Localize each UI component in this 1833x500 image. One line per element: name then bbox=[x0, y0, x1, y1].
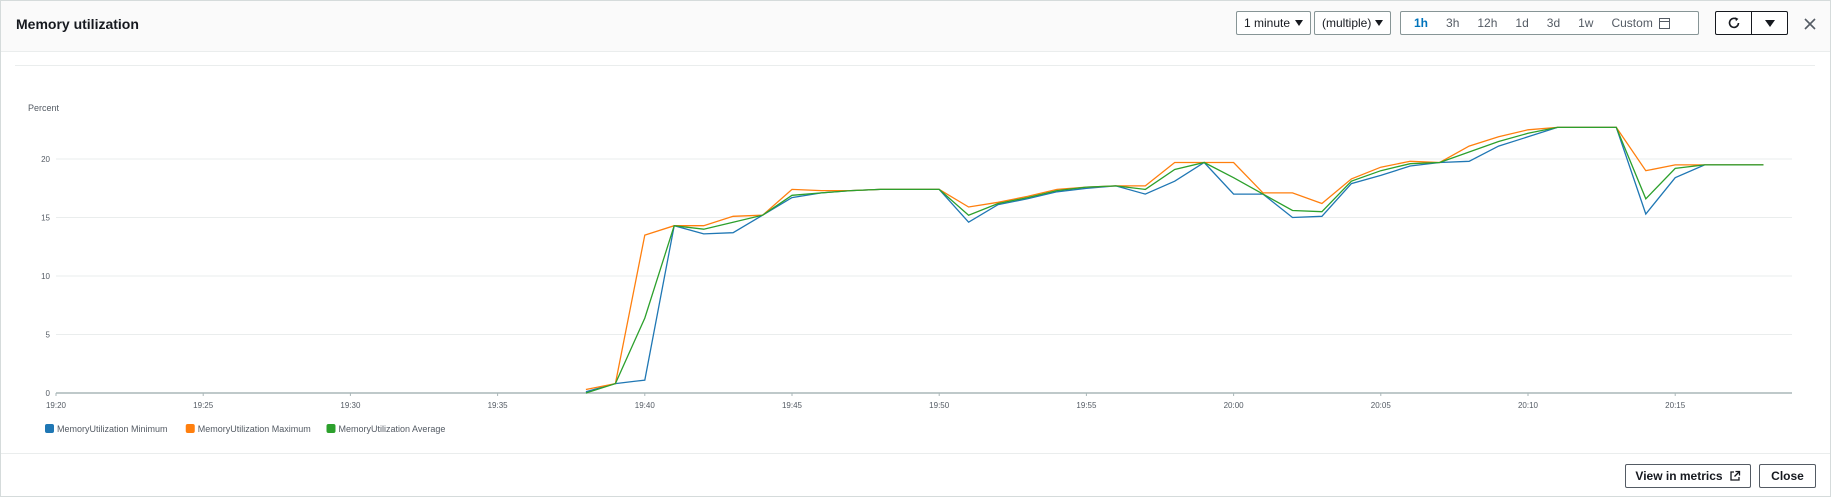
range-option-1h[interactable]: 1h bbox=[1414, 16, 1429, 30]
x-tick-label: 19:50 bbox=[929, 401, 950, 410]
x-tick-label: 19:45 bbox=[782, 401, 803, 410]
memory-utilization-chart: Percent 0 5 10 15 20 19:20 19:25 19:30 19:35 19:40… bbox=[28, 103, 1792, 434]
range-option-custom[interactable]: Custom bbox=[1602, 12, 1678, 34]
x-tick-label: 19:20 bbox=[46, 401, 67, 410]
range-option-1w[interactable]: 1w bbox=[1578, 16, 1594, 30]
series-line-minimum bbox=[585, 126, 1764, 393]
legend-label: MemoryUtilization Average bbox=[339, 424, 446, 434]
x-tick-label: 19:40 bbox=[635, 401, 656, 410]
refresh-control bbox=[1715, 11, 1788, 35]
refresh-button[interactable] bbox=[1716, 12, 1751, 34]
modal-header: Memory utilization 1 minute (multiple) 1… bbox=[1, 1, 1830, 52]
statistic-select[interactable]: (multiple) bbox=[1314, 11, 1391, 35]
close-label: Close bbox=[1771, 469, 1804, 483]
view-in-metrics-button[interactable]: View in metrics bbox=[1625, 464, 1751, 488]
refresh-icon bbox=[1728, 17, 1739, 29]
y-tick-label: 10 bbox=[41, 272, 50, 281]
series-line-average bbox=[585, 126, 1764, 394]
y-tick-label: 5 bbox=[46, 331, 51, 340]
x-tick-label: 19:55 bbox=[1076, 401, 1097, 410]
divider bbox=[15, 65, 1815, 66]
range-option-12h[interactable]: 12h bbox=[1477, 16, 1498, 30]
x-tick-label: 19:30 bbox=[340, 401, 361, 410]
period-value: 1 minute bbox=[1244, 16, 1291, 30]
time-range-selector: 1h 3h 12h 1d 3d 1w Custom bbox=[1400, 11, 1699, 35]
period-select[interactable]: 1 minute bbox=[1236, 11, 1311, 35]
caret-down-icon bbox=[1375, 20, 1383, 26]
x-tick-label: 20:15 bbox=[1665, 401, 1686, 410]
x-tick-label: 20:00 bbox=[1224, 401, 1245, 410]
custom-label: Custom bbox=[1611, 16, 1653, 30]
external-link-icon bbox=[1729, 470, 1740, 481]
legend-swatch bbox=[185, 424, 195, 433]
legend-label: MemoryUtilization Maximum bbox=[198, 424, 311, 434]
divider bbox=[1, 453, 1830, 454]
view-in-metrics-label: View in metrics bbox=[1635, 469, 1723, 483]
y-tick-label: 20 bbox=[41, 155, 50, 164]
statistic-value: (multiple) bbox=[1322, 16, 1372, 30]
range-option-1d[interactable]: 1d bbox=[1515, 16, 1529, 30]
legend-swatch bbox=[326, 424, 336, 433]
series-line-maximum bbox=[585, 126, 1764, 391]
x-tick-label: 19:25 bbox=[193, 401, 214, 410]
x-tick-label: 20:10 bbox=[1518, 401, 1539, 410]
x-tick-label: 19:35 bbox=[488, 401, 509, 410]
caret-down-icon bbox=[1295, 20, 1303, 26]
y-tick-label: 15 bbox=[41, 214, 50, 223]
range-option-3d[interactable]: 3d bbox=[1546, 16, 1561, 30]
modal-title: Memory utilization bbox=[16, 16, 139, 32]
refresh-options-button[interactable] bbox=[1751, 12, 1787, 34]
close-button[interactable]: Close bbox=[1759, 464, 1816, 488]
caret-down-icon bbox=[1764, 19, 1775, 27]
range-option-3h[interactable]: 3h bbox=[1446, 16, 1460, 30]
y-tick-label: 0 bbox=[46, 389, 51, 398]
legend-swatch bbox=[45, 424, 54, 433]
calendar-icon bbox=[1658, 17, 1670, 29]
x-tick-label: 20:05 bbox=[1371, 401, 1392, 410]
close-icon[interactable] bbox=[1803, 17, 1817, 31]
y-axis-label: Percent bbox=[28, 103, 60, 113]
legend-label: MemoryUtilization Minimum bbox=[57, 424, 168, 434]
